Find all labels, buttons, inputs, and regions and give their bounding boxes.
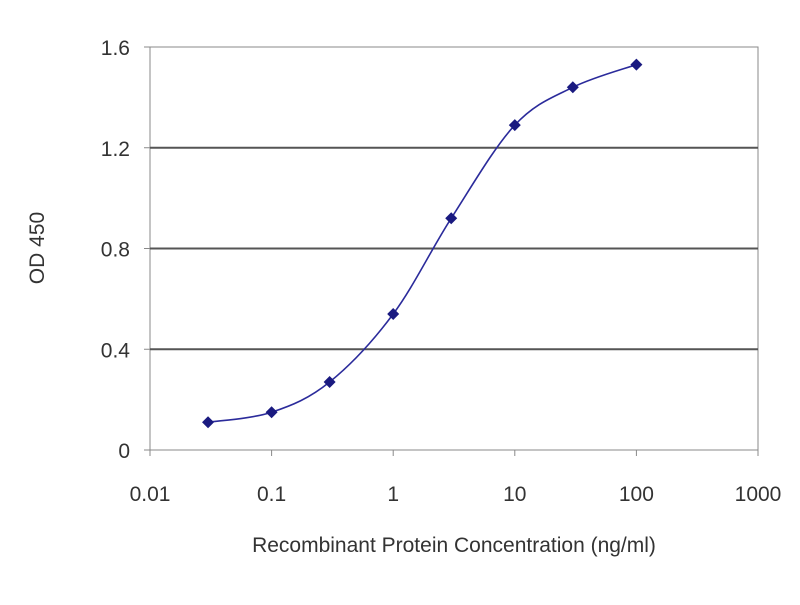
axis-layer: 0 0.4 0.8 1.2 1.6 0.01 0.1 1 10 100 1000 [101, 37, 782, 506]
x-tick-label: 0.1 [257, 483, 286, 506]
data-point [202, 416, 215, 429]
x-tick-label: 100 [619, 483, 654, 506]
grid-layer [150, 146, 758, 351]
label-layer: Recombinant Protein Concentration (ng/ml… [26, 212, 656, 557]
data-point [566, 81, 579, 94]
x-tick-label: 0.01 [130, 483, 171, 506]
data-point [445, 212, 458, 225]
x-tick-label: 1000 [735, 483, 782, 506]
y-tick-label: 1.2 [101, 138, 130, 161]
fit-curve [207, 63, 637, 424]
y-tick-label: 1.6 [101, 37, 130, 60]
data-point [265, 406, 278, 419]
y-tick-label: 0.4 [101, 339, 131, 362]
y-tick-label: 0.8 [101, 239, 130, 262]
data-point [630, 58, 643, 71]
x-tick-label: 1 [387, 483, 399, 506]
curve-layer [207, 63, 637, 424]
points-layer [202, 58, 643, 429]
x-axis-title: Recombinant Protein Concentration (ng/ml… [252, 534, 656, 557]
y-axis-title: OD 450 [26, 212, 49, 284]
data-point [323, 375, 336, 388]
y-tick-label: 0 [118, 440, 130, 463]
data-point [508, 119, 521, 132]
data-point [387, 307, 400, 320]
x-tick-label: 10 [503, 483, 526, 506]
